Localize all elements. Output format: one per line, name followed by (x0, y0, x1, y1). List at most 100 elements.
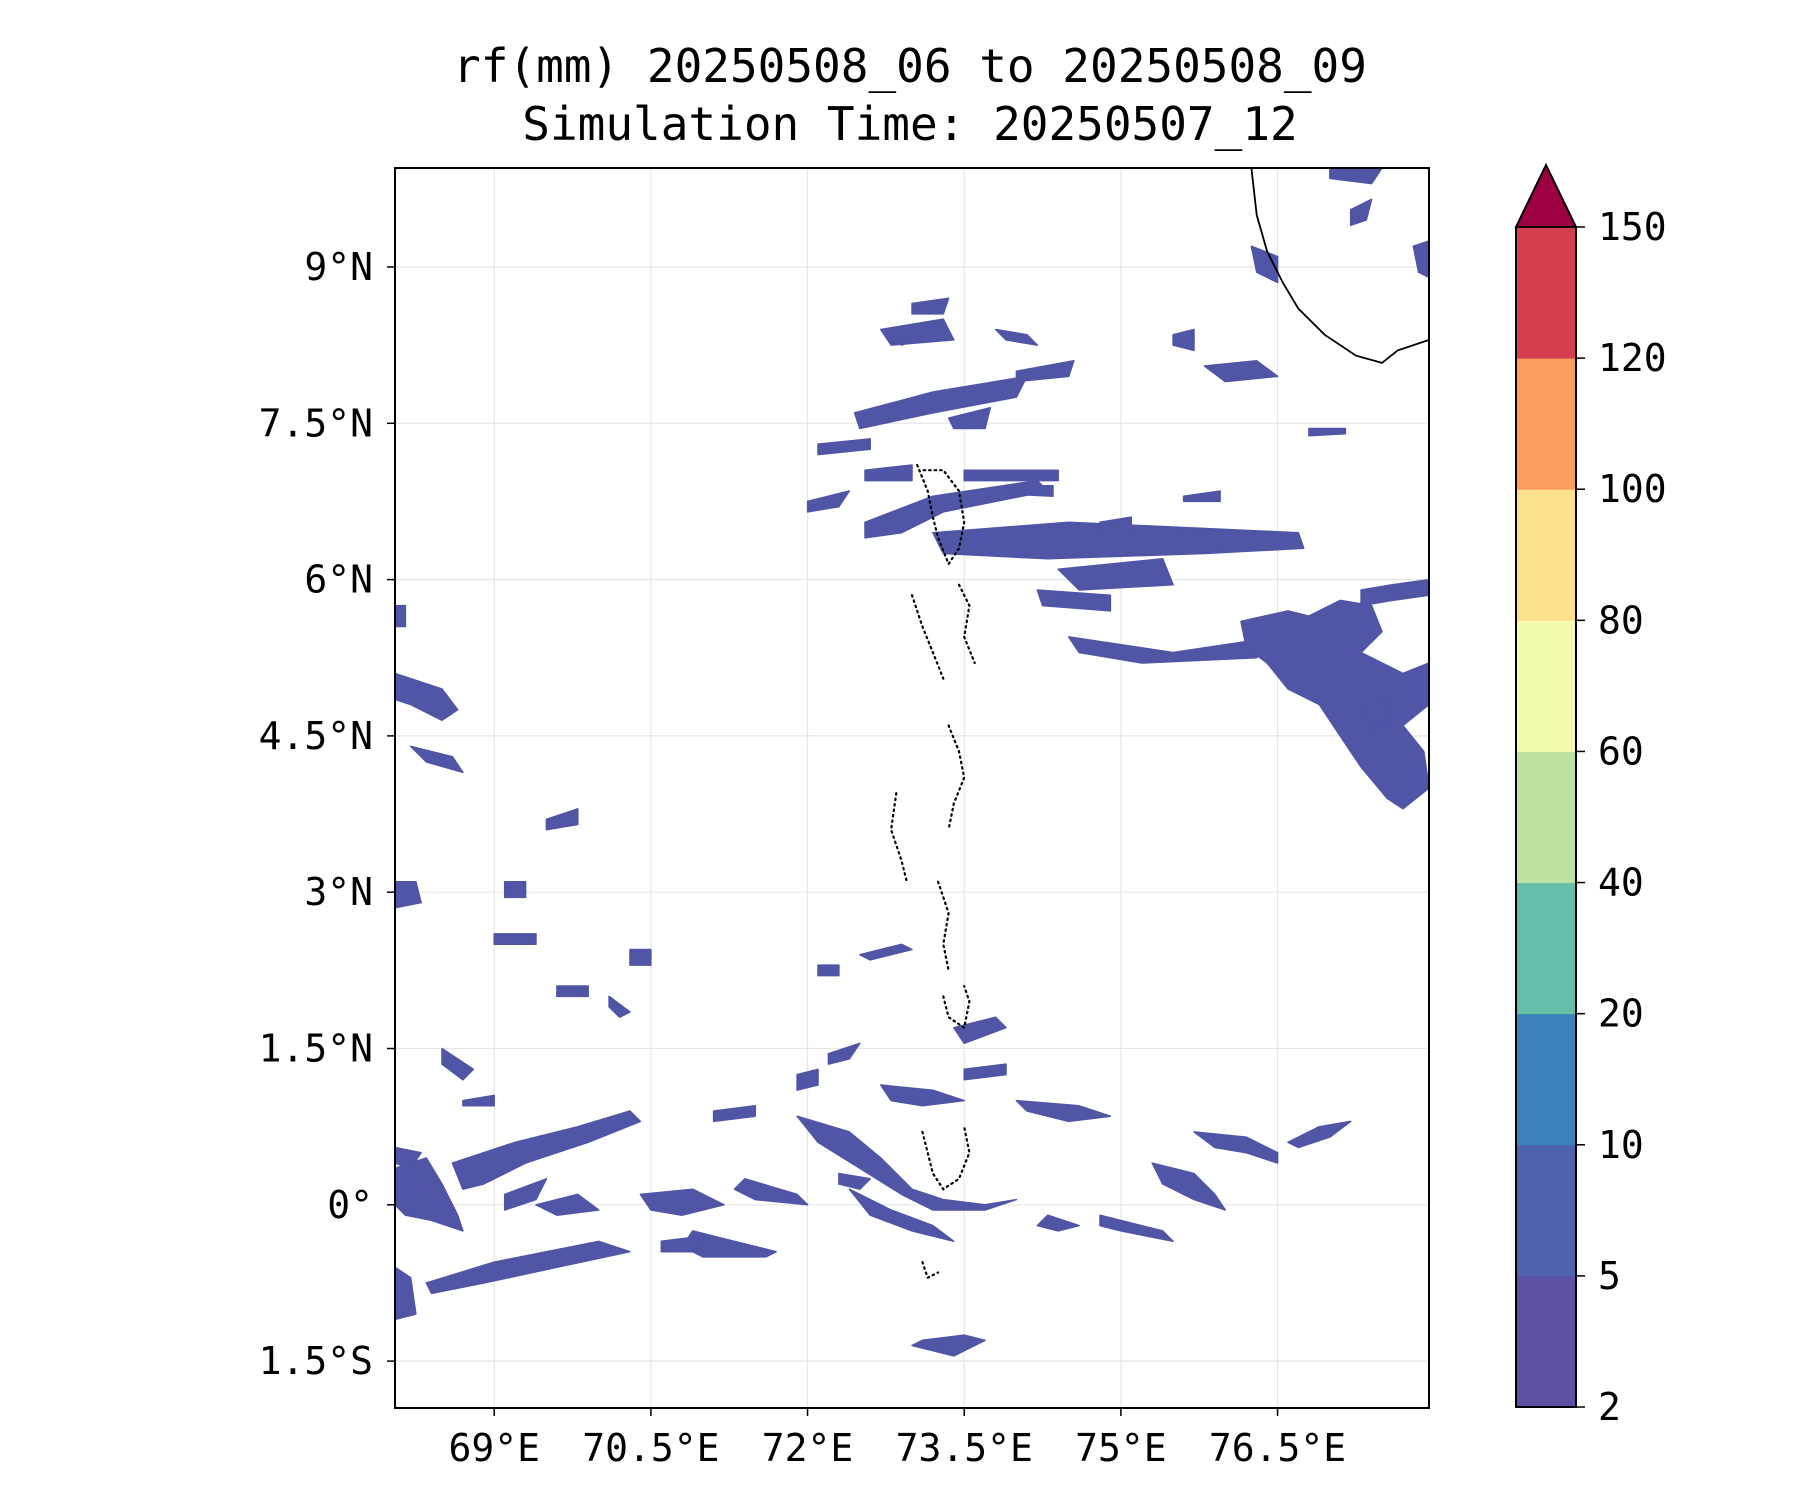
colorbar-tick-label: 20 (1598, 992, 1644, 1036)
rain-contour (409, 745, 464, 774)
colorbar-segment (1516, 882, 1576, 1015)
colorbar-tick-label: 10 (1598, 1123, 1644, 1167)
rain-contour (879, 1084, 965, 1107)
map-frame (394, 167, 1430, 1409)
rain-contour (859, 943, 913, 961)
colorbar-segment (1516, 1144, 1576, 1277)
lat-tick-label: 7.5°N (259, 401, 373, 445)
rain-contour (395, 881, 422, 909)
rain-contour (1203, 360, 1279, 383)
title-line-1: rf(mm) 20250508_06 to 20250508_09 (453, 39, 1367, 93)
rain-contour (864, 464, 913, 482)
rain-contour (911, 1334, 986, 1357)
rain-contour (1036, 589, 1112, 612)
colorbar-segment (1516, 227, 1576, 359)
rain-contour (629, 948, 652, 966)
colorbar-segment (1516, 358, 1576, 490)
rain-contour (817, 438, 871, 456)
rain-contour (660, 1235, 704, 1253)
rain-contour (503, 881, 527, 899)
rain-contour (556, 985, 589, 998)
rain-contour (451, 1110, 642, 1190)
colorbar-tick-label: 40 (1598, 861, 1644, 905)
lon-tick-label: 75°E (1075, 1426, 1167, 1470)
colorbar-segment (1516, 1013, 1576, 1146)
lon-tick-label: 70.5°E (582, 1426, 719, 1470)
colorbar-tick-label: 150 (1598, 205, 1667, 249)
rain-contour (1360, 693, 1394, 732)
rainfall-contours (395, 168, 1429, 1357)
maldives-atoll (947, 724, 966, 831)
longitude-tick-labels: 69°E 70.5°E 72°E 73.5°E 75°E 76.5°E (448, 1408, 1346, 1470)
lat-tick-label: 1.5°S (259, 1339, 373, 1383)
rain-contour (1349, 198, 1373, 227)
rain-contour (796, 1068, 819, 1091)
maldives-atoll (889, 792, 908, 883)
rain-contour (827, 1042, 861, 1065)
rain-contour (395, 1157, 464, 1232)
maldives-atoll (910, 594, 945, 680)
gridlines (395, 168, 1429, 1408)
rain-contour (503, 1178, 548, 1211)
rain-contour (1099, 516, 1133, 534)
rain-contour (963, 1063, 1007, 1081)
lat-tick-label: 3°N (304, 870, 373, 914)
maldives-atoll (957, 583, 976, 665)
rain-contour (1182, 490, 1221, 503)
rain-contour (1240, 599, 1429, 810)
maldives-atoll (916, 463, 966, 567)
colorbar-segment (1516, 751, 1576, 884)
colorbar-tick-label: 60 (1598, 729, 1644, 773)
maldives-atoll (936, 880, 950, 972)
rain-contour (1308, 427, 1347, 437)
rain-contour (608, 995, 631, 1018)
lat-tick-label: 1.5°N (259, 1027, 373, 1071)
lat-tick-label: 0° (327, 1183, 373, 1227)
colorbar-tick-label: 2 (1598, 1385, 1621, 1429)
colorbar-extend-arrow (1514, 162, 1578, 228)
lon-tick-label: 76.5°E (1209, 1426, 1346, 1470)
colorbar: 2 5 10 20 40 60 80 100 120 150 (1514, 162, 1667, 1429)
colorbar-segment (1516, 489, 1576, 621)
rain-contour (1099, 1214, 1174, 1243)
rain-contour (462, 1094, 495, 1107)
rain-contour (1067, 636, 1279, 664)
colorbar-frame (1515, 226, 1577, 1408)
lat-tick-label: 4.5°N (259, 714, 373, 758)
coastlines (889, 168, 1429, 1280)
rain-contour (911, 297, 950, 315)
rain-contour (864, 479, 1049, 539)
rain-contour (817, 964, 840, 977)
rain-contour (1329, 168, 1383, 185)
rain-contour (1057, 558, 1174, 591)
rain-contour (639, 1188, 725, 1216)
rain-contour (1412, 240, 1429, 279)
rain-contour (838, 1172, 871, 1190)
rain-contour (1287, 1120, 1352, 1149)
maldives-atoll (942, 984, 971, 1030)
rain-contour (493, 933, 537, 946)
rain-contour (395, 672, 459, 722)
rain-contour (1151, 1162, 1227, 1211)
rain-contour (853, 375, 1028, 430)
rain-contour (425, 1240, 631, 1295)
colorbar-tick-label: 120 (1598, 336, 1667, 380)
rain-contour (806, 490, 851, 513)
latitude-tick-labels: 9°N 7.5°N 6°N 4.5°N 3°N 1.5°N 0° 1.5°S (259, 245, 395, 1383)
lon-tick-label: 72°E (762, 1426, 854, 1470)
rain-contour (441, 1047, 475, 1081)
rain-contour (953, 1016, 1007, 1045)
colorbar-tick-label: 100 (1598, 467, 1667, 511)
colorbar-tick-label: 80 (1598, 598, 1644, 642)
rain-contour (535, 1193, 600, 1216)
maldives-atoll (921, 1260, 940, 1280)
rain-contour (1172, 328, 1195, 352)
rain-contour (994, 328, 1039, 346)
lat-tick-label: 6°N (304, 558, 373, 602)
rain-contour (947, 406, 992, 430)
rain-contour (848, 1188, 955, 1243)
lon-tick-label: 69°E (448, 1426, 540, 1470)
colorbar-segment (1516, 620, 1576, 752)
